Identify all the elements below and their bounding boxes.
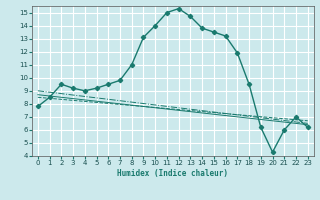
X-axis label: Humidex (Indice chaleur): Humidex (Indice chaleur) bbox=[117, 169, 228, 178]
